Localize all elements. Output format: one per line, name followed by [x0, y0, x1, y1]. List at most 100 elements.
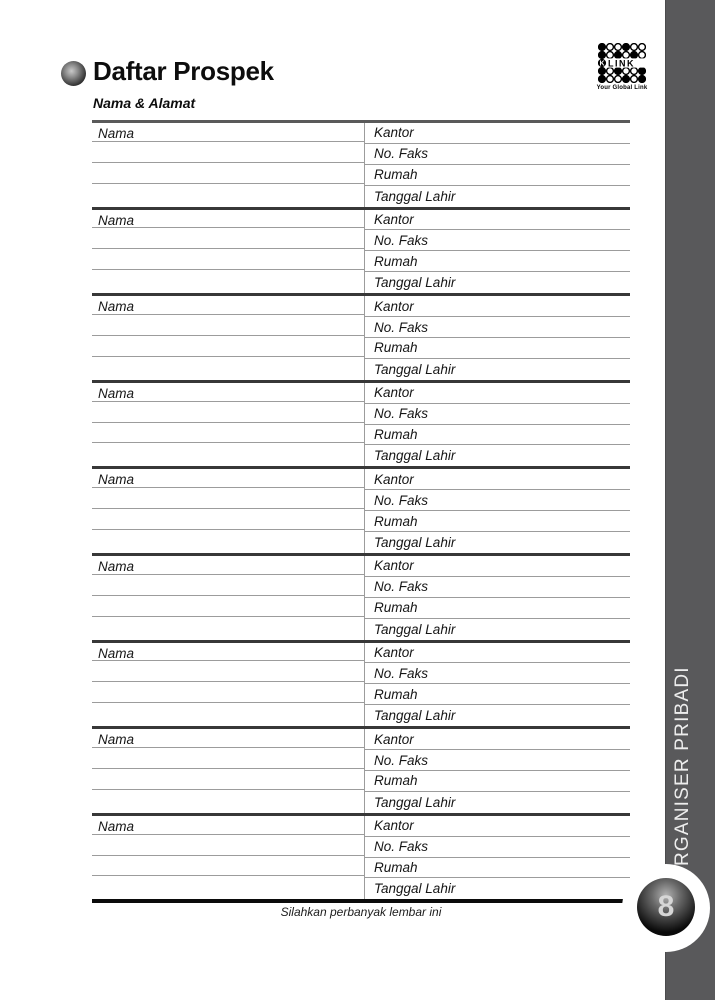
tanggal-lahir-label: Tanggal Lahir — [374, 794, 456, 810]
blank-line — [92, 598, 364, 619]
rumah-row: Rumah — [365, 598, 630, 619]
name-address-column: Nama — [92, 556, 364, 640]
logo-tagline: Your Global Link — [596, 85, 648, 91]
page-subtitle: Nama & Alamat — [93, 95, 196, 111]
rumah-label: Rumah — [374, 859, 418, 875]
rumah-row: Rumah — [365, 771, 630, 792]
prospect-block: Nama Kantor No. Faks Rumah Tanggal Lahir — [92, 812, 630, 900]
nama-row: Nama — [92, 469, 364, 490]
prospect-block: Nama Kantor No. Faks Rumah Tanggal Lahir — [92, 726, 630, 813]
blank-line — [92, 663, 364, 684]
no-faks-row: No. Faks — [365, 144, 630, 165]
contact-column: Kantor No. Faks Rumah Tanggal Lahir — [364, 123, 630, 207]
blank-line — [92, 445, 364, 466]
rumah-label: Rumah — [374, 773, 418, 789]
prospect-block: Nama Kantor No. Faks Rumah Tanggal Lahir — [92, 120, 630, 207]
nama-row: Nama — [92, 123, 364, 144]
kantor-row: Kantor — [365, 643, 630, 664]
blank-line — [92, 750, 364, 771]
blank-line — [92, 165, 364, 186]
rumah-label: Rumah — [374, 686, 418, 702]
nama-label: Nama — [98, 645, 135, 661]
blank-line — [92, 359, 364, 380]
blank-line — [92, 878, 364, 899]
kantor-label: Kantor — [374, 212, 414, 228]
tanggal-lahir-label: Tanggal Lahir — [374, 708, 456, 724]
blank-line — [92, 425, 364, 446]
prospect-block: Nama Kantor No. Faks Rumah Tanggal Lahir — [92, 379, 630, 467]
name-address-column: Nama — [92, 383, 364, 467]
rumah-row: Rumah — [365, 425, 630, 446]
tanggal-lahir-row: Tanggal Lahir — [365, 532, 630, 553]
no-faks-row: No. Faks — [365, 317, 630, 338]
no-faks-row: No. Faks — [365, 404, 630, 425]
no-faks-label: No. Faks — [374, 492, 429, 508]
kantor-label: Kantor — [374, 471, 414, 487]
nama-label: Nama — [98, 732, 135, 748]
kantor-row: Kantor — [365, 729, 630, 751]
tanggal-lahir-label: Tanggal Lahir — [374, 275, 456, 291]
nama-row: Nama — [92, 643, 364, 664]
blank-line — [92, 577, 364, 598]
blank-line — [92, 490, 364, 511]
name-address-column: Nama — [92, 210, 364, 294]
rumah-row: Rumah — [365, 684, 630, 706]
kantor-row: Kantor — [365, 210, 630, 231]
contact-column: Kantor No. Faks Rumah Tanggal Lahir — [364, 555, 630, 640]
no-faks-label: No. Faks — [374, 665, 429, 681]
blank-line — [92, 792, 364, 813]
blank-line — [92, 404, 364, 425]
blank-line — [92, 858, 364, 879]
page-number-sphere: 8 — [637, 878, 695, 936]
kantor-label: Kantor — [374, 385, 414, 401]
tanggal-lahir-row: Tanggal Lahir — [365, 705, 630, 726]
blank-line — [92, 338, 364, 359]
rumah-row: Rumah — [365, 165, 630, 186]
prospect-block: Nama Kantor No. Faks Rumah Tanggal Lahir — [92, 639, 630, 727]
blank-line — [92, 272, 364, 293]
no-faks-label: No. Faks — [374, 232, 429, 248]
rumah-label: Rumah — [374, 600, 418, 616]
tanggal-lahir-row: Tanggal Lahir — [365, 878, 630, 899]
rumah-label: Rumah — [374, 427, 418, 443]
blank-line — [92, 251, 364, 272]
kantor-row: Kantor — [365, 296, 630, 318]
contact-column: Kantor No. Faks Rumah Tanggal Lahir — [364, 815, 630, 900]
name-address-column: Nama — [92, 296, 364, 380]
no-faks-label: No. Faks — [374, 839, 429, 855]
no-faks-row: No. Faks — [365, 230, 630, 252]
k-link-logo-icon: K LINK — [598, 43, 646, 83]
name-address-column: Nama — [92, 643, 364, 727]
blank-line — [92, 532, 364, 553]
k-link-logo: K LINK Your Global Link — [595, 43, 649, 91]
kantor-row: Kantor — [365, 123, 630, 144]
contact-column: Kantor No. Faks Rumah Tanggal Lahir — [364, 642, 630, 727]
prospect-table: Nama Kantor No. Faks Rumah Tanggal Lahir — [92, 120, 630, 904]
blank-line — [92, 705, 364, 726]
logo-link-text: LINK — [608, 58, 635, 68]
nama-row: Nama — [92, 383, 364, 404]
tanggal-lahir-row: Tanggal Lahir — [365, 186, 630, 207]
contact-column: Kantor No. Faks Rumah Tanggal Lahir — [364, 469, 630, 553]
page-title: Daftar Prospek — [93, 56, 274, 86]
name-address-column: Nama — [92, 816, 364, 900]
tanggal-lahir-row: Tanggal Lahir — [365, 272, 630, 293]
logo-k-letter: K — [599, 61, 604, 68]
kantor-label: Kantor — [374, 558, 414, 574]
nama-row: Nama — [92, 556, 364, 577]
tanggal-lahir-row: Tanggal Lahir — [365, 359, 630, 380]
kantor-label: Kantor — [374, 298, 414, 314]
no-faks-label: No. Faks — [374, 752, 429, 768]
no-faks-row: No. Faks — [365, 663, 630, 685]
blank-line — [92, 186, 364, 207]
rumah-row: Rumah — [365, 858, 630, 879]
nama-label: Nama — [98, 299, 135, 315]
tanggal-lahir-label: Tanggal Lahir — [374, 535, 456, 551]
name-address-column: Nama — [92, 729, 364, 813]
rumah-label: Rumah — [374, 513, 418, 529]
page-number-circle: 8 — [622, 864, 710, 952]
nama-label: Nama — [98, 212, 135, 228]
name-address-column: Nama — [92, 123, 364, 207]
contact-column: Kantor No. Faks Rumah Tanggal Lahir — [364, 382, 630, 467]
